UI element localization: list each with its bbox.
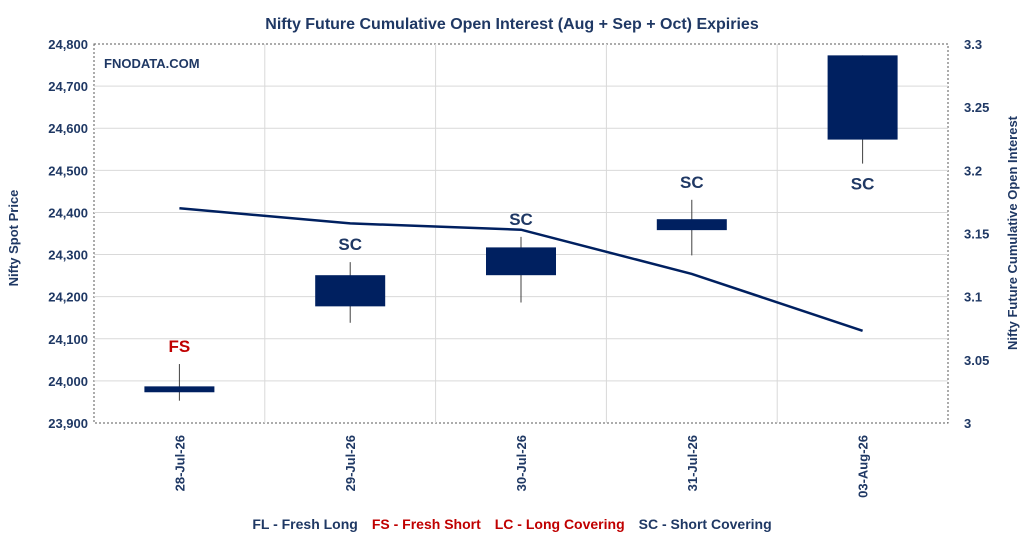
candle-labels: FS SC SC SC SC (169, 173, 875, 356)
candle-label: SC (851, 175, 875, 194)
candle-body (144, 386, 215, 393)
candle-body (486, 247, 556, 276)
left-tick-label: 24,700 (48, 79, 88, 94)
left-tick-label: 23,900 (48, 416, 88, 431)
left-tick-label: 24,000 (48, 374, 88, 389)
right-tick-label: 3.05 (964, 353, 989, 368)
right-tick-label: 3 (964, 416, 971, 431)
candle-label: SC (509, 210, 533, 229)
left-tick-label: 24,600 (48, 121, 88, 136)
open-interest-line (179, 206, 863, 332)
x-tick-label: 31-Jul-26 (685, 435, 700, 491)
candles (144, 55, 898, 401)
right-axis-label: Nifty Future Cumulative Open Interest (1005, 115, 1020, 350)
left-tick-label: 24,100 (48, 332, 88, 347)
x-tick-label: 03-Aug-26 (856, 435, 871, 498)
right-axis-ticks: 3.3 3.25 3.2 3.15 3.1 3.05 3 (964, 37, 989, 431)
candle-body (656, 219, 727, 231)
right-tick-label: 3.15 (964, 227, 989, 242)
right-tick-label: 3.1 (964, 290, 982, 305)
right-tick-label: 3.3 (964, 37, 982, 52)
plot-area (93, 43, 949, 424)
candle-body (827, 55, 898, 140)
x-tick-label: 29-Jul-26 (343, 435, 358, 491)
legend-lc: LC - Long Covering (495, 516, 625, 532)
legend: FL - Fresh Long FS - Fresh Short LC - Long… (252, 516, 771, 532)
left-tick-label: 24,500 (48, 163, 88, 178)
left-axis-ticks: 24,800 24,700 24,600 24,500 24,400 24,300 24,2… (48, 37, 88, 431)
legend-fs: FS - Fresh Short (372, 516, 481, 532)
legend-sc: SC - Short Covering (639, 516, 772, 532)
x-tick-label: 30-Jul-26 (514, 435, 529, 491)
candle-label: SC (680, 173, 704, 192)
x-axis-ticks: 28-Jul-26 29-Jul-26 30-Jul-26 31-Jul-26 03-A… (172, 435, 870, 498)
left-axis-label: Nifty Spot Price (6, 190, 21, 287)
chart-title: Nifty Future Cumulative Open Interest (A… (265, 16, 759, 33)
left-tick-label: 24,400 (48, 205, 88, 220)
watermark: FNODATA.COM (104, 56, 200, 71)
x-tick-label: 28-Jul-26 (172, 435, 187, 491)
right-tick-label: 3.2 (964, 163, 982, 178)
candle-label: SC (338, 235, 362, 254)
legend-fl: FL - Fresh Long (252, 516, 358, 532)
candle-label: FS (169, 337, 191, 356)
right-tick-label: 3.25 (964, 100, 989, 115)
left-tick-label: 24,200 (48, 290, 88, 305)
candle-body (315, 275, 386, 307)
left-tick-label: 24,300 (48, 248, 88, 263)
left-tick-label: 24,800 (48, 37, 88, 52)
